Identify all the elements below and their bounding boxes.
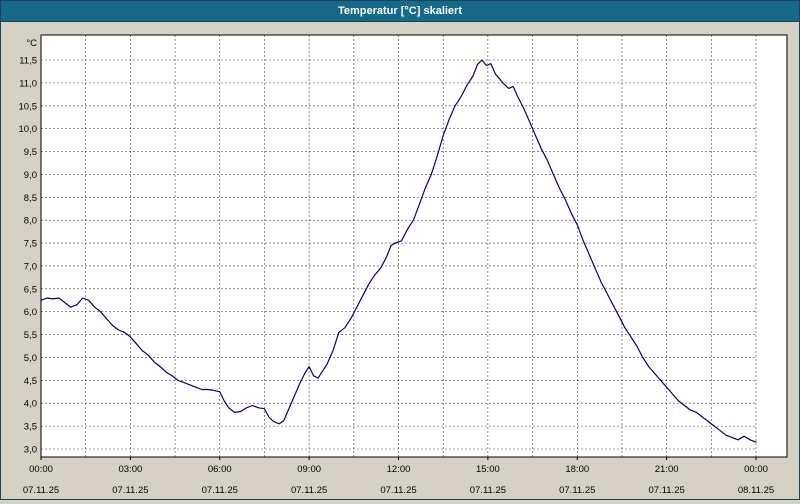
- y-tick-label: 3,0: [24, 445, 37, 456]
- x-tick-date-label: 07.11.25: [291, 485, 327, 496]
- y-tick-label: 7,0: [24, 261, 37, 272]
- axis-labels: °C 11,5 11,0 10,5 10,0 9,5 9,0 8,5 8,0 7,5 7,0 6,5 6…: [19, 38, 775, 496]
- temperature-series-line: [40, 59, 757, 443]
- y-tick-label: 9,5: [24, 147, 37, 158]
- x-tick-date-label: 07.11.25: [202, 485, 238, 496]
- x-tick-time-label: 06:00: [208, 464, 232, 475]
- y-tick-label: 6,5: [24, 284, 37, 295]
- y-tick-label: 5,5: [24, 330, 37, 341]
- y-tick-label: 11,5: [19, 56, 37, 67]
- x-tick-date-label: 07.11.25: [559, 485, 595, 496]
- x-tick-date-label: 07.11.25: [470, 485, 506, 496]
- title-bar[interactable]: Temperatur [°C] skaliert: [1, 1, 799, 22]
- y-tick-label: 4,0: [24, 399, 37, 410]
- x-tick-date-label: 07.11.25: [112, 485, 148, 496]
- y-tick-label: 10,5: [19, 101, 38, 112]
- x-tick-time-label: 18:00: [565, 464, 589, 475]
- x-tick-time-label: 00:00: [29, 464, 53, 475]
- x-tick-date-label: 07.11.25: [648, 485, 684, 496]
- grid-lines: [40, 35, 757, 457]
- x-tick-time-label: 12:00: [387, 464, 411, 475]
- y-tick-label: 6,0: [24, 307, 37, 318]
- temperature-chart: °C 11,5 11,0 10,5 10,0 9,5 9,0 8,5 8,0 7,5 7,0 6,5 6…: [19, 34, 788, 496]
- x-tick-time-label: 03:00: [118, 464, 142, 475]
- y-tick-label: 8,5: [24, 193, 37, 204]
- y-tick-label: 8,0: [24, 216, 37, 227]
- chart-area: °C 11,5 11,0 10,5 10,0 9,5 9,0 8,5 8,0 7,5 7,0 6,5 6…: [1, 22, 799, 499]
- plot-background: [41, 35, 787, 457]
- y-tick-label: 5,0: [24, 353, 37, 364]
- window-title: Temperatur [°C] skaliert: [337, 5, 462, 17]
- y-tick-label: 3,5: [24, 422, 37, 433]
- y-tick-label: 11,0: [19, 78, 37, 89]
- x-tick-time-label: 15:00: [476, 464, 500, 475]
- x-tick-time-label: 09:00: [297, 464, 321, 475]
- plot-border: [40, 34, 788, 458]
- x-tick-time-label: 00:00: [744, 464, 768, 475]
- x-tick-date-label: 07.11.25: [380, 485, 416, 496]
- x-tick-date-label: 08.11.25: [738, 485, 774, 496]
- y-tick-label: 9,0: [24, 170, 37, 181]
- x-tick-date-label: 07.11.25: [23, 485, 59, 496]
- x-tick-time-label: 21:00: [655, 464, 679, 475]
- y-tick-label: 10,0: [19, 124, 38, 135]
- y-tick-label: 7,5: [24, 239, 37, 250]
- y-axis-unit-label: °C: [26, 38, 37, 49]
- y-tick-label: 4,5: [24, 376, 37, 387]
